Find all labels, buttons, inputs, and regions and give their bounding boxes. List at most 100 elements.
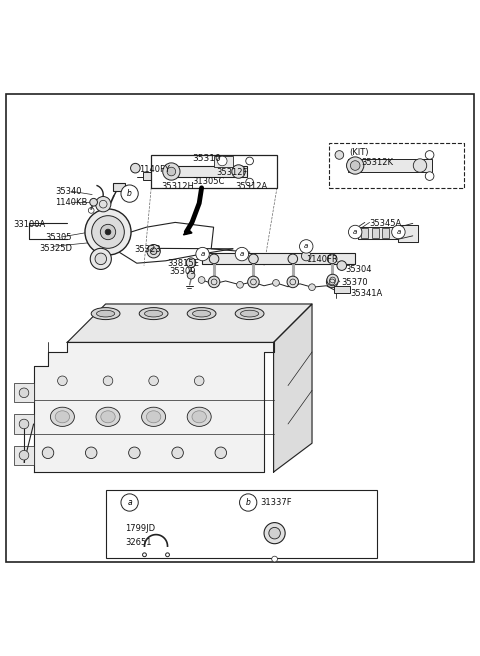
Circle shape (121, 494, 138, 511)
Text: 35305: 35305 (46, 234, 72, 242)
Circle shape (347, 157, 364, 174)
Circle shape (301, 251, 311, 261)
Text: 32651: 32651 (125, 537, 151, 546)
Polygon shape (34, 342, 274, 472)
Ellipse shape (235, 308, 264, 319)
Text: 1140KB: 1140KB (55, 197, 87, 207)
Circle shape (272, 556, 277, 562)
Bar (14, 415, 34, 434)
Circle shape (103, 376, 113, 386)
Circle shape (264, 523, 285, 544)
Circle shape (19, 451, 29, 460)
Circle shape (327, 254, 337, 264)
Text: 33100A: 33100A (13, 220, 46, 230)
Circle shape (269, 527, 280, 539)
Circle shape (198, 277, 205, 283)
Ellipse shape (142, 407, 166, 426)
Circle shape (235, 247, 249, 261)
Circle shape (392, 225, 405, 239)
Circle shape (249, 254, 258, 264)
Bar (202, 253, 355, 264)
Circle shape (167, 167, 176, 176)
Circle shape (300, 239, 313, 253)
Circle shape (246, 178, 253, 186)
Text: a: a (304, 243, 308, 249)
Bar (348, 159, 432, 172)
Ellipse shape (96, 407, 120, 426)
Circle shape (337, 261, 347, 270)
Circle shape (19, 419, 29, 429)
Bar (143, 171, 154, 180)
Ellipse shape (96, 310, 115, 317)
Polygon shape (183, 229, 192, 235)
Circle shape (172, 447, 183, 459)
Circle shape (147, 245, 160, 258)
Circle shape (208, 276, 220, 288)
Text: 35345A: 35345A (370, 219, 402, 228)
Text: 31337F: 31337F (260, 498, 292, 507)
Circle shape (326, 276, 338, 288)
Circle shape (92, 216, 124, 249)
Text: a: a (240, 251, 244, 257)
Bar (372, 228, 379, 237)
Polygon shape (67, 304, 312, 342)
Circle shape (150, 248, 157, 255)
Bar (106, 490, 377, 558)
Circle shape (131, 163, 140, 173)
Circle shape (287, 276, 299, 288)
Bar (334, 286, 350, 293)
Text: 35312F: 35312F (216, 169, 247, 178)
Circle shape (58, 376, 67, 386)
Bar (166, 166, 247, 177)
Circle shape (105, 229, 111, 235)
Circle shape (42, 447, 54, 459)
Ellipse shape (55, 411, 70, 423)
Circle shape (248, 276, 259, 288)
Circle shape (232, 165, 245, 178)
Circle shape (121, 185, 138, 202)
Ellipse shape (144, 310, 163, 317)
Text: a: a (396, 229, 400, 235)
Text: 35304: 35304 (346, 265, 372, 274)
Circle shape (149, 376, 158, 386)
Text: 35323: 35323 (134, 245, 161, 254)
Circle shape (19, 388, 29, 398)
Circle shape (209, 254, 219, 264)
Bar (14, 383, 34, 402)
Text: a: a (353, 229, 357, 235)
Circle shape (425, 151, 434, 159)
Text: 35325D: 35325D (39, 244, 72, 253)
Text: 35312K: 35312K (361, 158, 393, 167)
Circle shape (90, 198, 97, 206)
Text: 1140FY: 1140FY (139, 165, 170, 174)
Text: 33815E: 33815E (167, 259, 199, 268)
Bar (151, 155, 277, 188)
Bar (329, 143, 464, 188)
Circle shape (187, 272, 195, 279)
Circle shape (163, 163, 180, 180)
Circle shape (309, 284, 315, 291)
Circle shape (96, 197, 111, 212)
Text: a: a (127, 498, 132, 507)
Circle shape (246, 157, 253, 165)
Circle shape (413, 159, 427, 173)
Ellipse shape (91, 308, 120, 319)
Text: 1140FR: 1140FR (306, 255, 338, 264)
Text: a: a (201, 251, 204, 257)
Text: 35309: 35309 (169, 267, 195, 276)
Ellipse shape (192, 310, 211, 317)
Circle shape (100, 224, 116, 239)
Ellipse shape (187, 407, 211, 426)
Circle shape (350, 161, 360, 171)
Text: b: b (246, 498, 251, 507)
Text: 35312A: 35312A (235, 182, 267, 191)
Text: 35310: 35310 (192, 154, 221, 163)
Bar (361, 228, 368, 237)
Circle shape (273, 279, 279, 286)
Circle shape (196, 247, 209, 261)
Text: 31305C: 31305C (192, 177, 224, 186)
Text: 35370: 35370 (341, 278, 367, 287)
Circle shape (129, 447, 140, 459)
Ellipse shape (240, 310, 259, 317)
Text: 35340: 35340 (55, 187, 82, 195)
